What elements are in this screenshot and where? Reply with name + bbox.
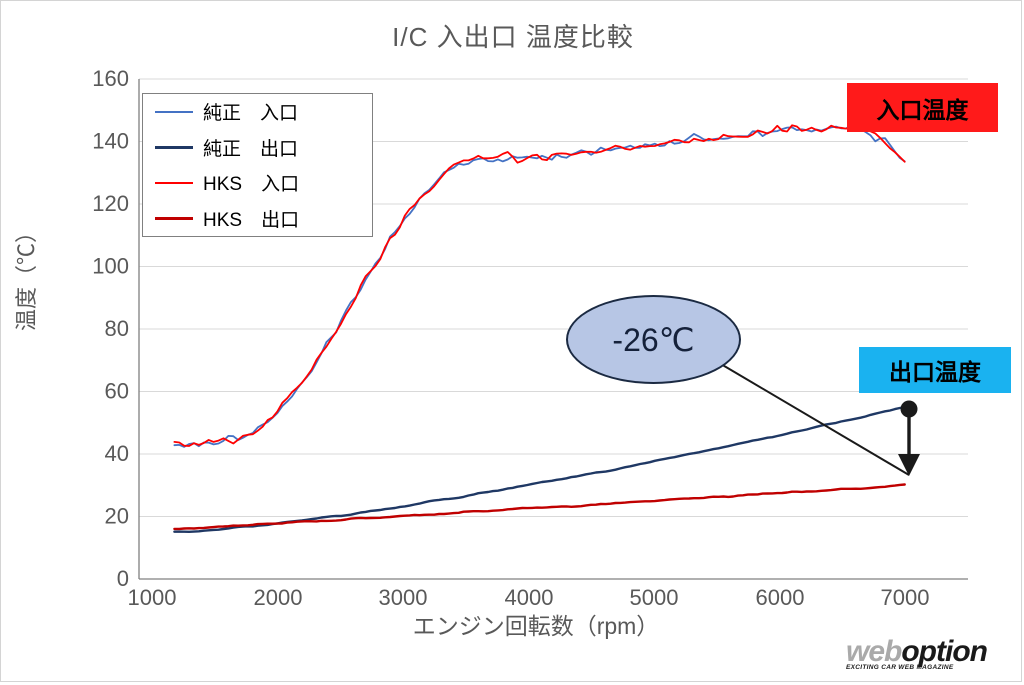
svg-text:4000: 4000 (505, 585, 554, 610)
svg-text:6000: 6000 (756, 585, 805, 610)
svg-text:20: 20 (105, 504, 129, 529)
svg-text:5000: 5000 (630, 585, 679, 610)
svg-text:2000: 2000 (254, 585, 303, 610)
svg-text:80: 80 (105, 316, 129, 341)
svg-text:7000: 7000 (881, 585, 930, 610)
svg-text:40: 40 (105, 441, 129, 466)
svg-text:3000: 3000 (379, 585, 428, 610)
svg-text:120: 120 (92, 191, 129, 216)
svg-text:140: 140 (92, 129, 129, 154)
svg-text:100: 100 (92, 254, 129, 279)
svg-text:160: 160 (92, 66, 129, 91)
svg-text:1000: 1000 (128, 585, 177, 610)
svg-text:60: 60 (105, 379, 129, 404)
